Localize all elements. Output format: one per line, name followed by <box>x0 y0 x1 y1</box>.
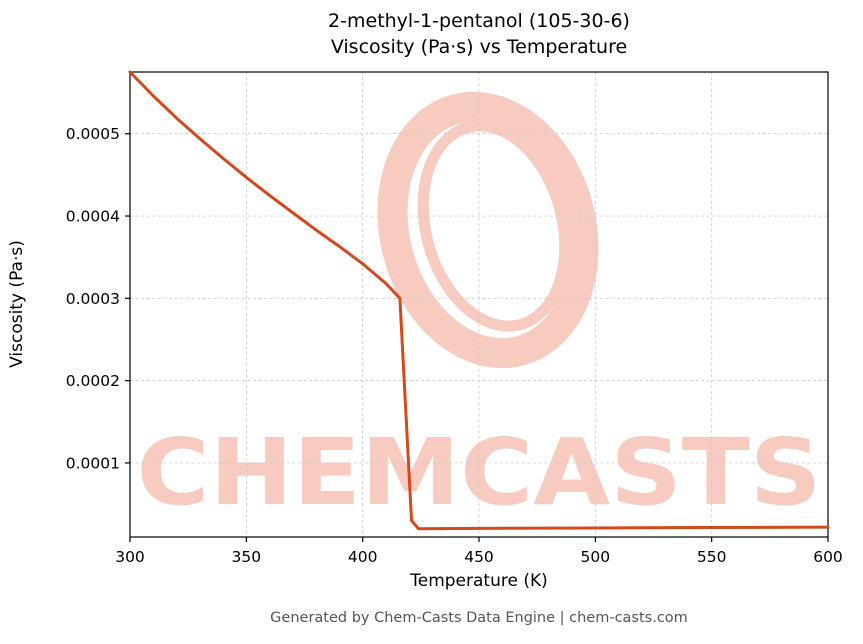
watermark-logo-ring <box>377 91 599 369</box>
x-tick-label: 600 <box>813 548 843 566</box>
x-tick-label: 550 <box>697 548 727 566</box>
footer-credit: Generated by Chem-Casts Data Engine | ch… <box>270 610 688 626</box>
x-tick-label: 350 <box>232 548 262 566</box>
chart-title-line1: 2-methyl-1-pentanol (105-30-6) <box>328 10 630 32</box>
y-tick-label: 0.0003 <box>66 290 120 308</box>
series <box>128 70 830 531</box>
y-axis-label: Viscosity (Pa·s) <box>7 240 27 368</box>
chart-title-line2: Viscosity (Pa·s) vs Temperature <box>331 36 627 58</box>
x-tick-label: 300 <box>115 548 145 566</box>
y-tick-label: 0.0004 <box>66 208 120 226</box>
viscosity-line <box>128 70 830 531</box>
axis-ticks: 300 350 400 450 500 550 600 0.0001 0.0002 0.0003 0… <box>66 125 843 566</box>
y-tick-label: 0.0002 <box>66 372 120 390</box>
y-tick-label: 0.0001 <box>66 454 120 472</box>
watermark-logo-ring-inner <box>417 120 571 332</box>
x-tick-label: 500 <box>581 548 611 566</box>
x-tick-label: 450 <box>464 548 494 566</box>
x-axis-label: Temperature (K) <box>409 571 548 591</box>
x-tick-label: 400 <box>348 548 378 566</box>
y-tick-label: 0.0005 <box>66 125 120 143</box>
